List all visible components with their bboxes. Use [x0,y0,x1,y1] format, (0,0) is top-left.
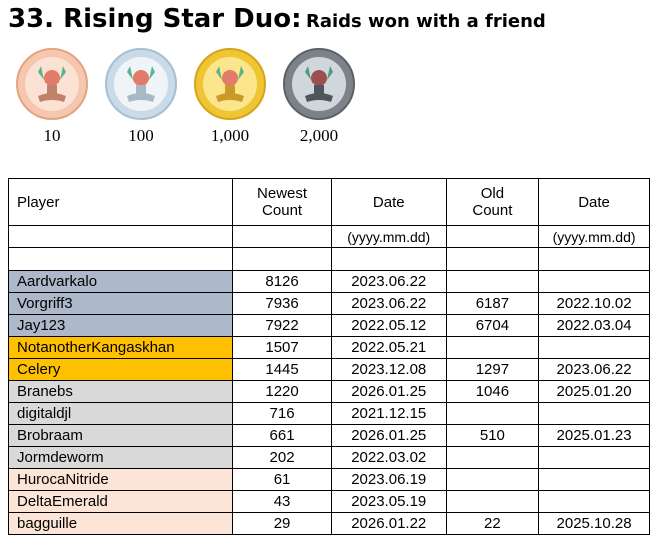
player-name-cell: Vorgriff3 [7,292,234,315]
newest-count-cell: 8126 [232,270,332,293]
old-date-cell: 2022.10.02 [538,292,650,315]
raid-trophy-icon [194,48,266,120]
header-newest-count: Newest Count [232,178,332,226]
newest-count-cell: 29 [232,512,332,535]
title-subtitle: Raids won with a friend [305,11,546,32]
date-format-hint: (yyyy.mm.dd) [330,225,447,248]
newest-count-cell: 1445 [232,358,332,381]
medal-threshold: 1,000 [210,126,250,145]
medal-threshold: 2,000 [299,126,339,145]
old-date-cell: 2023.06.22 [538,358,650,381]
player-name-cell: DeltaEmerald [7,490,234,513]
title-main: 33. Rising Star Duo: [8,4,302,34]
newest-count-cell: 43 [232,490,332,513]
old-date-cell: 2022.03.04 [538,314,650,337]
old-count-cell: 1297 [445,358,540,381]
table-row: Jormdeworm 202 2022.03.02 [7,446,650,469]
newest-date-cell: 2023.12.08 [330,358,447,381]
newest-count-cell: 7922 [232,314,332,337]
old-count-cell: 510 [445,424,540,447]
old-count-cell [445,490,540,513]
table-row: DeltaEmerald 43 2023.05.19 [7,490,650,513]
old-count-cell: 6704 [445,314,540,337]
old-count-cell: 22 [445,512,540,535]
newest-date-cell: 2023.06.22 [330,270,447,293]
medal-platinum: 2,000 [281,46,357,146]
old-count-cell [445,270,540,293]
old-date-cell [538,336,650,359]
medal-gold: 1,000 [192,46,268,146]
header-player: Player [7,178,234,226]
newest-date-cell: 2023.05.19 [330,490,447,513]
raid-trophy-icon [283,48,355,120]
player-name-cell: Celery [7,358,234,381]
raid-trophy-icon [105,48,177,120]
table-format-row: (yyyy.mm.dd) (yyyy.mm.dd) [7,225,650,248]
player-name-cell: Jay123 [7,314,234,337]
table-header-row: Player Newest Count Date Old Count Date [7,178,650,226]
player-name-cell: bagguille [7,512,234,535]
newest-date-cell: 2026.01.22 [330,512,447,535]
player-name-cell: Aardvarkalo [7,270,234,293]
newest-date-cell: 2023.06.22 [330,292,447,315]
old-date-cell: 2025.01.20 [538,380,650,403]
newest-date-cell: 2022.03.02 [330,446,447,469]
table-spacer-row [7,247,650,271]
old-count-cell [445,336,540,359]
table-row: Jay123 7922 2022.05.12 6704 2022.03.04 [7,314,650,337]
newest-count-cell: 7936 [232,292,332,315]
player-name-cell: NotanotherKangaskhan [7,336,234,359]
old-count-cell: 6187 [445,292,540,315]
medal-silver: 100 [103,46,179,146]
medal-threshold: 100 [128,126,154,145]
header-old-count: Old Count [445,178,540,226]
newest-date-cell: 2022.05.21 [330,336,447,359]
newest-count-cell: 202 [232,446,332,469]
table-row: Vorgriff3 7936 2023.06.22 6187 2022.10.02 [7,292,650,315]
header-old-date: Date [538,178,650,226]
player-name-cell: Brobraam [7,424,234,447]
table-row: digitaldjl 716 2021.12.15 [7,402,650,425]
old-date-cell [538,468,650,491]
table-row: Celery 1445 2023.12.08 1297 2023.06.22 [7,358,650,381]
table-row: NotanotherKangaskhan 1507 2022.05.21 [7,336,650,359]
medal-bronze: 10 [14,46,90,146]
player-name-cell: Branebs [7,380,234,403]
table-row: Branebs 1220 2026.01.25 1046 2025.01.20 [7,380,650,403]
old-date-cell: 2025.10.28 [538,512,650,535]
old-date-cell [538,270,650,293]
old-date-cell [538,490,650,513]
player-name-cell: digitaldjl [7,402,234,425]
medal-row: 10 100 1,000 2 [14,46,355,145]
player-name-cell: HurocaNitride [7,468,234,491]
newest-count-cell: 661 [232,424,332,447]
newest-date-cell: 2026.01.25 [330,380,447,403]
old-count-cell: 1046 [445,380,540,403]
old-date-format-hint: (yyyy.mm.dd) [538,225,650,248]
newest-count-cell: 1507 [232,336,332,359]
table-row: Brobraam 661 2026.01.25 510 2025.01.23 [7,424,650,447]
page-title: 33. Rising Star Duo: Raids won with a fr… [8,6,546,32]
old-date-cell [538,402,650,425]
player-name-cell: Jormdeworm [7,446,234,469]
newest-count-cell: 1220 [232,380,332,403]
old-count-cell [445,446,540,469]
table-row: Aardvarkalo 8126 2023.06.22 [7,270,650,293]
table-row: HurocaNitride 61 2023.06.19 [7,468,650,491]
leaderboard-table: Player Newest Count Date Old Count Date … [7,178,650,535]
raid-trophy-icon [16,48,88,120]
header-date: Date [330,178,447,226]
newest-date-cell: 2026.01.25 [330,424,447,447]
newest-count-cell: 716 [232,402,332,425]
newest-count-cell: 61 [232,468,332,491]
old-count-cell [445,468,540,491]
newest-date-cell: 2022.05.12 [330,314,447,337]
old-count-cell [445,402,540,425]
old-date-cell: 2025.01.23 [538,424,650,447]
old-date-cell [538,446,650,469]
newest-date-cell: 2023.06.19 [330,468,447,491]
table-row: bagguille 29 2026.01.22 22 2025.10.28 [7,512,650,535]
medal-threshold: 10 [43,126,61,145]
newest-date-cell: 2021.12.15 [330,402,447,425]
